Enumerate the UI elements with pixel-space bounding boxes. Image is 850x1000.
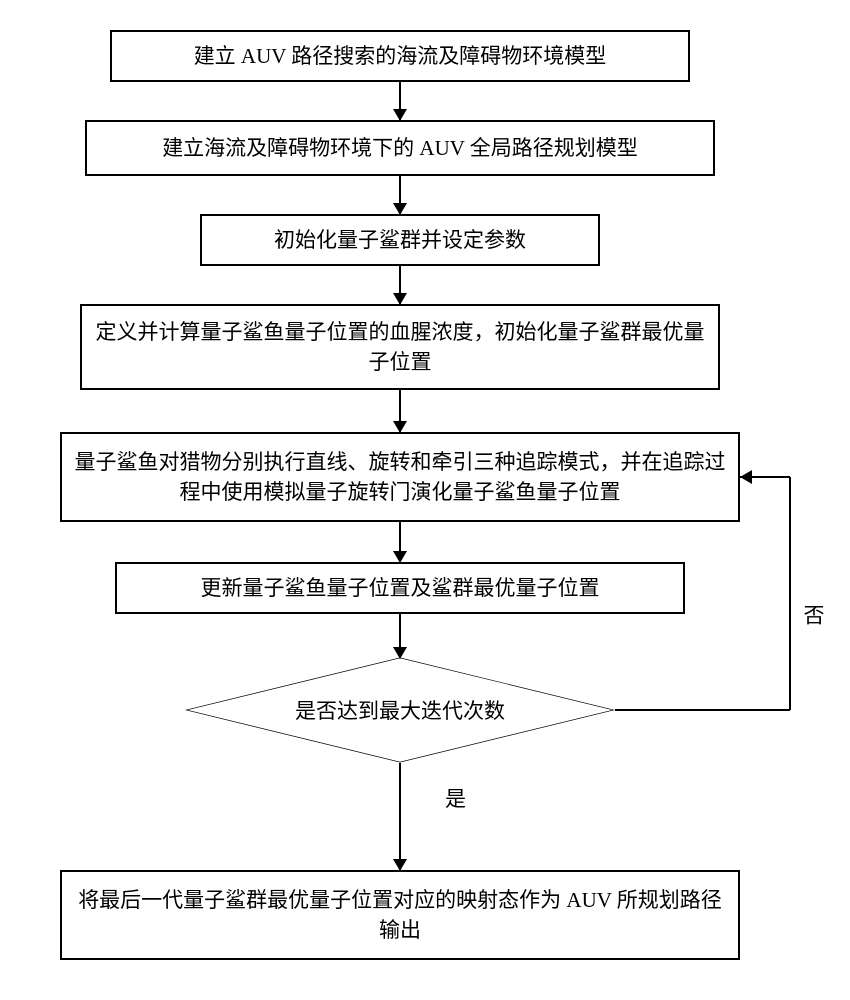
arrow-1-2 [399, 82, 401, 120]
step-output-path: 将最后一代量子鲨群最优量子位置对应的映射态作为 AUV 所规划路径输出 [60, 870, 740, 960]
feedback-vline [789, 477, 791, 710]
flowchart-canvas: 建立 AUV 路径搜索的海流及障碍物环境模型 建立海流及障碍物环境下的 AUV … [0, 0, 850, 1000]
step-tracking-modes-text: 量子鲨鱼对猎物分别执行直线、旋转和牵引三种追踪模式，并在追踪过程中使用模拟量子旋… [74, 447, 726, 508]
step-global-path-model-text: 建立海流及障碍物环境下的 AUV 全局路径规划模型 [162, 133, 638, 163]
branch-label-no: 否 [798, 604, 828, 625]
step-init-swarm-text: 初始化量子鲨群并设定参数 [274, 225, 526, 255]
step-init-swarm: 初始化量子鲨群并设定参数 [200, 214, 600, 266]
step-define-concentration: 定义并计算量子鲨鱼量子位置的血腥浓度，初始化量子鲨群最优量子位置 [80, 304, 720, 390]
step-output-path-text: 将最后一代量子鲨群最优量子位置对应的映射态作为 AUV 所规划路径输出 [74, 885, 726, 946]
arrow-3-4 [399, 266, 401, 304]
feedback-hline-out [615, 709, 790, 711]
feedback-arrowhead [740, 470, 752, 484]
arrow-d1-7 [399, 763, 401, 871]
arrow-6-d1 [399, 614, 401, 658]
step-tracking-modes: 量子鲨鱼对猎物分别执行直线、旋转和牵引三种追踪模式，并在追踪过程中使用模拟量子旋… [60, 432, 740, 522]
step-update-positions: 更新量子鲨鱼量子位置及鲨群最优量子位置 [115, 562, 685, 614]
step-env-model: 建立 AUV 路径搜索的海流及障碍物环境模型 [110, 30, 690, 82]
arrow-5-6 [399, 522, 401, 562]
step-global-path-model: 建立海流及障碍物环境下的 AUV 全局路径规划模型 [85, 120, 715, 176]
decision-max-iter-text: 是否达到最大迭代次数 [295, 695, 505, 725]
decision-max-iter: 是否达到最大迭代次数 [185, 658, 615, 763]
step-update-positions-text: 更新量子鲨鱼量子位置及鲨群最优量子位置 [201, 573, 600, 603]
step-env-model-text: 建立 AUV 路径搜索的海流及障碍物环境模型 [194, 41, 607, 71]
branch-label-yes: 是 [445, 783, 466, 813]
arrow-2-3 [399, 176, 401, 214]
step-define-concentration-text: 定义并计算量子鲨鱼量子位置的血腥浓度，初始化量子鲨群最优量子位置 [94, 317, 706, 378]
arrow-4-5 [399, 390, 401, 432]
